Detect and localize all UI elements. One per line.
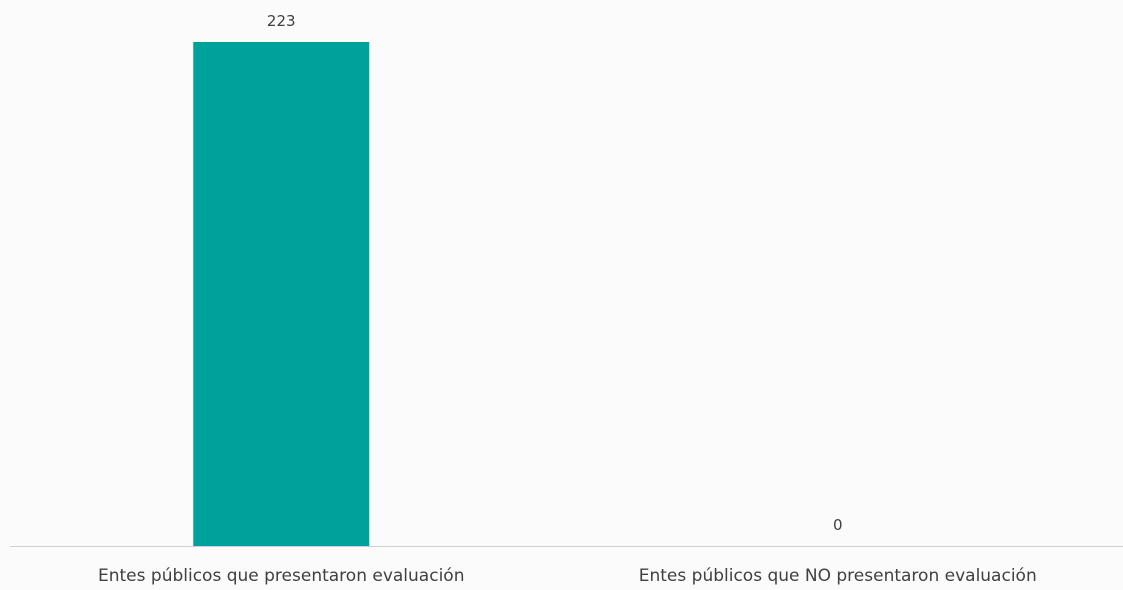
data-labels-layer: 223 0 xyxy=(267,12,843,534)
x-tick-label-2: Entes públicos que NO presentaron evalua… xyxy=(639,566,1037,586)
data-label-2: 0 xyxy=(833,516,843,534)
x-tick-labels-layer: Entes públicos que presentaron evaluació… xyxy=(98,566,1037,586)
data-label-1: 223 xyxy=(267,12,296,30)
bar-1 xyxy=(193,42,370,546)
x-tick-label-1: Entes públicos que presentaron evaluació… xyxy=(98,566,464,586)
bars-layer xyxy=(193,42,370,546)
